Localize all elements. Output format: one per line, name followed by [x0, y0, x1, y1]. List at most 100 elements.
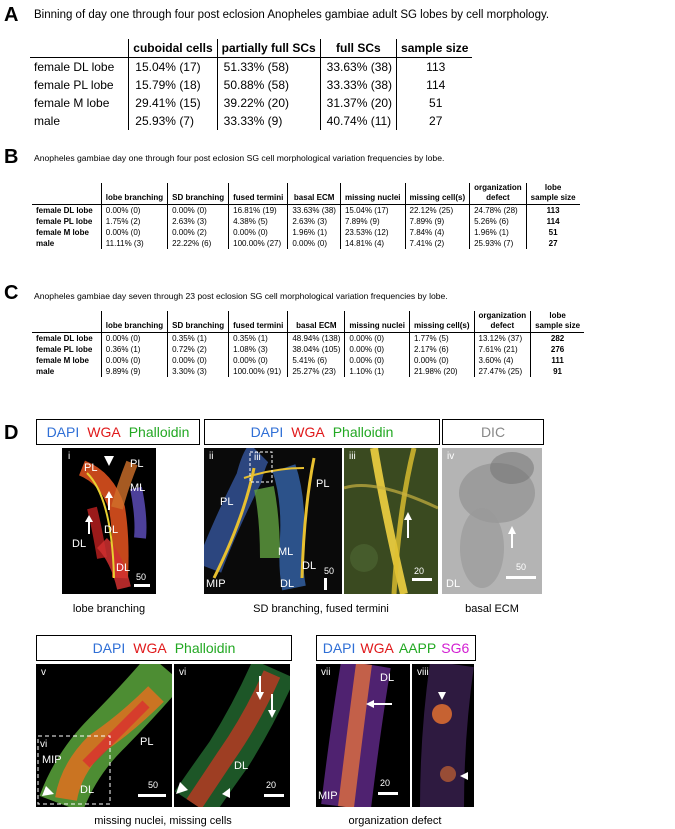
scale-label-ii: 50: [324, 566, 335, 576]
table-row: female PL lobe 15.79% (18) 50.88% (58) 33.3…: [30, 76, 473, 94]
stain-phalloidin: Phalloidin: [174, 640, 236, 656]
table-cell: 0.00% (0): [344, 355, 410, 366]
label-dl: DL: [72, 538, 87, 550]
column-header: basal ECM: [287, 311, 345, 333]
column-header: [30, 39, 129, 58]
scale-label-v: 50: [148, 780, 159, 790]
table-cell: 48.94% (138): [287, 332, 345, 344]
table-row: female PL lobe 1.75% (2) 2.63% (3) 4.38% (5…: [32, 216, 580, 227]
micrograph-ii-art: [204, 448, 316, 591]
table-cell: 1.08% (3): [228, 344, 288, 355]
table-cell: 9.89% (9): [100, 366, 168, 377]
table-row: female M lobe 0.00% (0) 0.00% (0) 0.00% (0)…: [32, 355, 585, 366]
table-cell: 27: [525, 238, 580, 249]
label-pl: PL: [140, 736, 154, 748]
numeral-vi: vi: [179, 667, 187, 678]
table-cell: 0.00% (2): [167, 227, 229, 238]
caption-organization: organization defect: [348, 815, 442, 827]
column-header: lobe branching: [100, 183, 168, 205]
scale-bar-iii: [412, 578, 432, 581]
micrograph-iv: iv DL 50: [442, 448, 542, 594]
column-header: cuboidal cells: [128, 39, 218, 58]
table-cell: 24.78% (28): [469, 204, 527, 216]
stain-legend-dic: DIC: [442, 419, 544, 445]
table-cell: 1.96% (1): [287, 227, 341, 238]
column-header: fused termini: [228, 311, 288, 333]
numeral-v: v: [41, 667, 46, 678]
table-cell: 31.37% (20): [319, 94, 397, 112]
arrows-i: [85, 456, 114, 534]
numeral-iii-inset: iii: [254, 452, 261, 463]
column-header: [32, 183, 102, 205]
table-row: female DL lobe 15.04% (17) 51.33% (58) 33.6…: [30, 57, 473, 76]
column-header: missing nuclei: [339, 183, 406, 205]
stain-sg6: SG6: [441, 640, 470, 656]
table-cell: 0.00% (0): [228, 355, 288, 366]
table-cell: 33.63% (38): [287, 204, 341, 216]
row-label: male: [36, 239, 55, 248]
label-dl: DL: [116, 562, 131, 574]
table-row: female PL lobe 0.36% (1) 0.72% (2) 1.08% (3…: [32, 344, 585, 355]
table-cell: 7.89% (9): [339, 216, 406, 227]
row-label: male: [36, 367, 55, 376]
scale-bar-vii: [378, 792, 398, 795]
table-cell: 22.12% (25): [404, 204, 470, 216]
column-header: missing nuclei: [344, 311, 410, 333]
table-cell: 38.04% (105): [287, 344, 345, 355]
label-ml: ML: [278, 546, 294, 558]
row-label: female PL lobe: [36, 217, 93, 226]
column-header: [32, 311, 102, 333]
table-cell: 25.27% (23): [287, 366, 345, 377]
table-cell: 7.41% (2): [404, 238, 470, 249]
scale-bar-v: [138, 794, 166, 797]
table-cell: 51: [525, 227, 580, 238]
table-cell: 50.88% (58): [216, 76, 321, 94]
table-cell: 27: [396, 112, 473, 130]
stain-wga: WGA: [360, 640, 394, 656]
panel-c-caption: Anopheles gambiae day seven through 23 p…: [34, 291, 448, 301]
label-pl: PL: [220, 496, 234, 508]
micrograph-ii: ii iii PL PL ML DL DL MIP 50: [204, 448, 342, 594]
label-dl: DL: [280, 578, 295, 590]
table-row: male 11.11% (3) 22.22% (6) 100.00% (27) 0.00…: [32, 238, 580, 249]
micrograph-vi: vi DL 20: [174, 664, 290, 807]
column-header: organization defect: [473, 311, 531, 333]
stain-legend-3: DAPI WGA Phalloidin: [36, 635, 292, 661]
table-cell: 0.00% (0): [100, 204, 168, 216]
table-cell: 0.00% (0): [167, 204, 229, 216]
label-ml: ML: [130, 482, 146, 494]
table-cell: 2.17% (6): [408, 344, 475, 355]
table-cell: 1.96% (1): [469, 227, 527, 238]
table-cell: 25.93% (7): [128, 112, 218, 130]
micrograph-vii-art: [321, 664, 392, 807]
table-cell: 5.41% (6): [287, 355, 345, 366]
stain-wga: WGA: [87, 424, 121, 440]
row-label: female DL lobe: [34, 60, 115, 74]
row-label: female M lobe: [36, 356, 89, 365]
scale-bar-vi: [264, 794, 284, 797]
table-cell: 114: [525, 216, 580, 227]
stain-dapi: DAPI: [322, 640, 356, 656]
table-cell: 11.11% (3): [100, 238, 168, 249]
table-cell: 114: [396, 76, 473, 94]
table-cell: 276: [530, 344, 585, 355]
table-cell: 15.04% (17): [128, 57, 218, 76]
table-cell: 22.22% (6): [167, 238, 229, 249]
scale-label-vii: 20: [380, 778, 391, 788]
table-cell: 5.26% (6): [469, 216, 527, 227]
table-cell: 1.77% (5): [408, 332, 475, 344]
label-mip: MIP: [42, 754, 62, 766]
label-dl: DL: [380, 672, 395, 684]
table-cell: 282: [530, 332, 585, 344]
row-label: female PL lobe: [34, 78, 114, 92]
table-row: female DL lobe 0.00% (0) 0.00% (0) 16.81% (…: [32, 204, 580, 216]
table-cell: 0.00% (0): [408, 355, 475, 366]
stain-wga: WGA: [133, 640, 167, 656]
scale-bar-iv: [506, 576, 536, 579]
table-cell: 7.89% (9): [404, 216, 470, 227]
label-dl: DL: [234, 760, 249, 772]
stain-legend-1: DAPI WGA Phalloidin: [36, 419, 200, 445]
caption-lobe-branching: lobe branching: [72, 603, 146, 615]
scale-bar-i: [134, 584, 150, 587]
column-header: partially full SCs: [216, 39, 321, 58]
